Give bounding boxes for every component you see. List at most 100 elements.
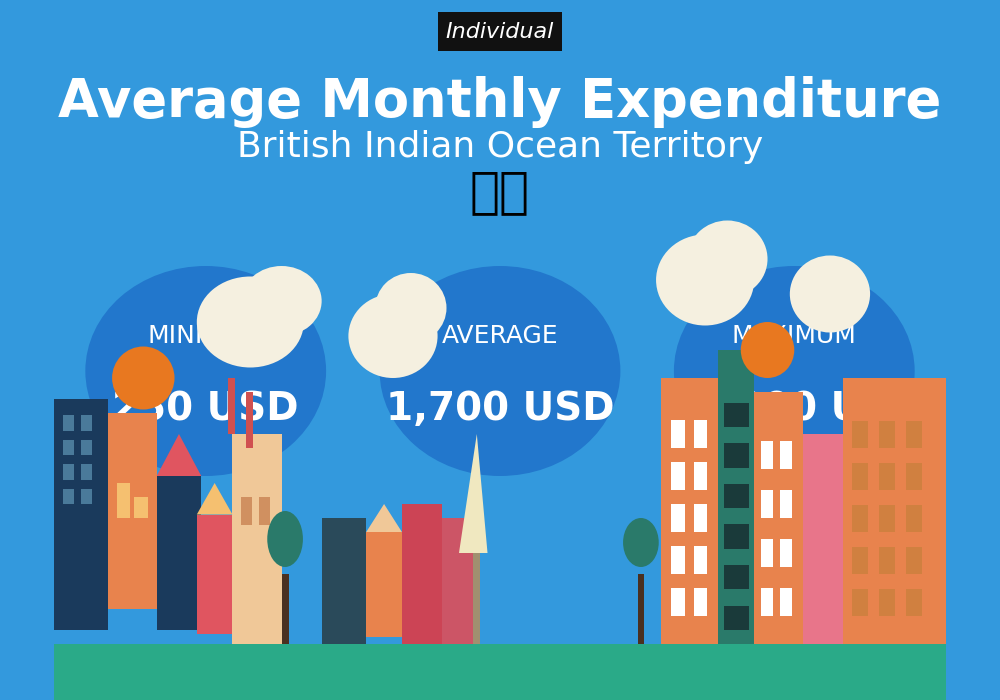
Text: MINIMUM: MINIMUM [147, 324, 264, 348]
Bar [879, 421, 895, 448]
Bar [780, 588, 792, 616]
Bar [402, 504, 442, 644]
Bar [197, 514, 232, 634]
Bar [638, 574, 644, 644]
Bar [442, 518, 473, 644]
Bar [63, 440, 74, 455]
Text: Average Monthly Expenditure: Average Monthly Expenditure [58, 76, 942, 127]
Polygon shape [197, 483, 232, 514]
Text: British Indian Ocean Territory: British Indian Ocean Territory [237, 130, 763, 164]
Bar [232, 434, 282, 644]
Bar [724, 402, 749, 427]
Bar [241, 497, 252, 525]
Text: 12,000 USD: 12,000 USD [667, 391, 922, 428]
Bar [780, 441, 792, 469]
Bar [852, 505, 868, 532]
Bar [761, 441, 773, 469]
Bar [63, 489, 74, 504]
Bar [246, 392, 253, 448]
Ellipse shape [85, 266, 326, 476]
Text: 1,700 USD: 1,700 USD [386, 391, 614, 428]
Bar [671, 588, 685, 616]
Polygon shape [459, 434, 488, 553]
Bar [906, 589, 922, 616]
Bar [661, 378, 718, 644]
Bar [906, 463, 922, 490]
Polygon shape [366, 504, 402, 532]
Bar [134, 497, 148, 518]
Bar [63, 464, 74, 480]
Bar [843, 378, 946, 644]
Text: AVERAGE: AVERAGE [442, 324, 558, 348]
Bar [761, 539, 773, 567]
Bar [473, 553, 480, 644]
Bar [54, 644, 946, 700]
Text: 250 USD: 250 USD [112, 391, 299, 428]
Bar [761, 588, 773, 616]
Bar [694, 504, 707, 532]
Bar [694, 420, 707, 448]
Bar [852, 589, 868, 616]
Bar [671, 462, 685, 490]
Ellipse shape [375, 273, 446, 343]
Text: MAXIMUM: MAXIMUM [732, 324, 857, 348]
Bar [879, 547, 895, 574]
Bar [694, 462, 707, 490]
Bar [803, 434, 843, 644]
Ellipse shape [112, 346, 175, 410]
Bar [724, 565, 749, 589]
Text: Individual: Individual [446, 22, 554, 41]
Ellipse shape [790, 256, 870, 332]
Bar [366, 532, 402, 637]
Ellipse shape [348, 294, 438, 378]
Bar [81, 464, 92, 480]
Bar [228, 378, 235, 434]
Bar [852, 547, 868, 574]
Ellipse shape [674, 266, 915, 476]
Bar [671, 546, 685, 574]
Bar [81, 440, 92, 455]
Bar [879, 589, 895, 616]
Bar [780, 490, 792, 518]
Bar [879, 505, 895, 532]
FancyBboxPatch shape [438, 12, 562, 51]
Ellipse shape [656, 234, 754, 326]
Bar [259, 497, 270, 525]
Bar [906, 421, 922, 448]
Ellipse shape [741, 322, 794, 378]
Ellipse shape [267, 511, 303, 567]
Bar [81, 489, 92, 504]
Bar [879, 463, 895, 490]
Ellipse shape [380, 266, 620, 476]
Bar [754, 392, 803, 644]
Bar [852, 463, 868, 490]
Ellipse shape [687, 220, 768, 298]
Polygon shape [157, 434, 201, 476]
Bar [906, 505, 922, 532]
Text: 🇮🇴: 🇮🇴 [470, 169, 530, 216]
Bar [724, 524, 749, 549]
Bar [718, 350, 754, 644]
Bar [724, 606, 749, 630]
Ellipse shape [241, 266, 322, 336]
Bar [724, 484, 749, 508]
Ellipse shape [623, 518, 659, 567]
Bar [852, 421, 868, 448]
Bar [117, 483, 130, 518]
Bar [671, 504, 685, 532]
Bar [671, 420, 685, 448]
Bar [761, 490, 773, 518]
Bar [63, 415, 74, 430]
Bar [54, 399, 108, 630]
Bar [108, 413, 157, 609]
Bar [906, 547, 922, 574]
Bar [322, 518, 366, 644]
Bar [780, 539, 792, 567]
Bar [157, 476, 201, 630]
Bar [282, 574, 289, 644]
Bar [81, 415, 92, 430]
Ellipse shape [197, 276, 304, 368]
Bar [694, 588, 707, 616]
Bar [724, 443, 749, 468]
Bar [694, 546, 707, 574]
